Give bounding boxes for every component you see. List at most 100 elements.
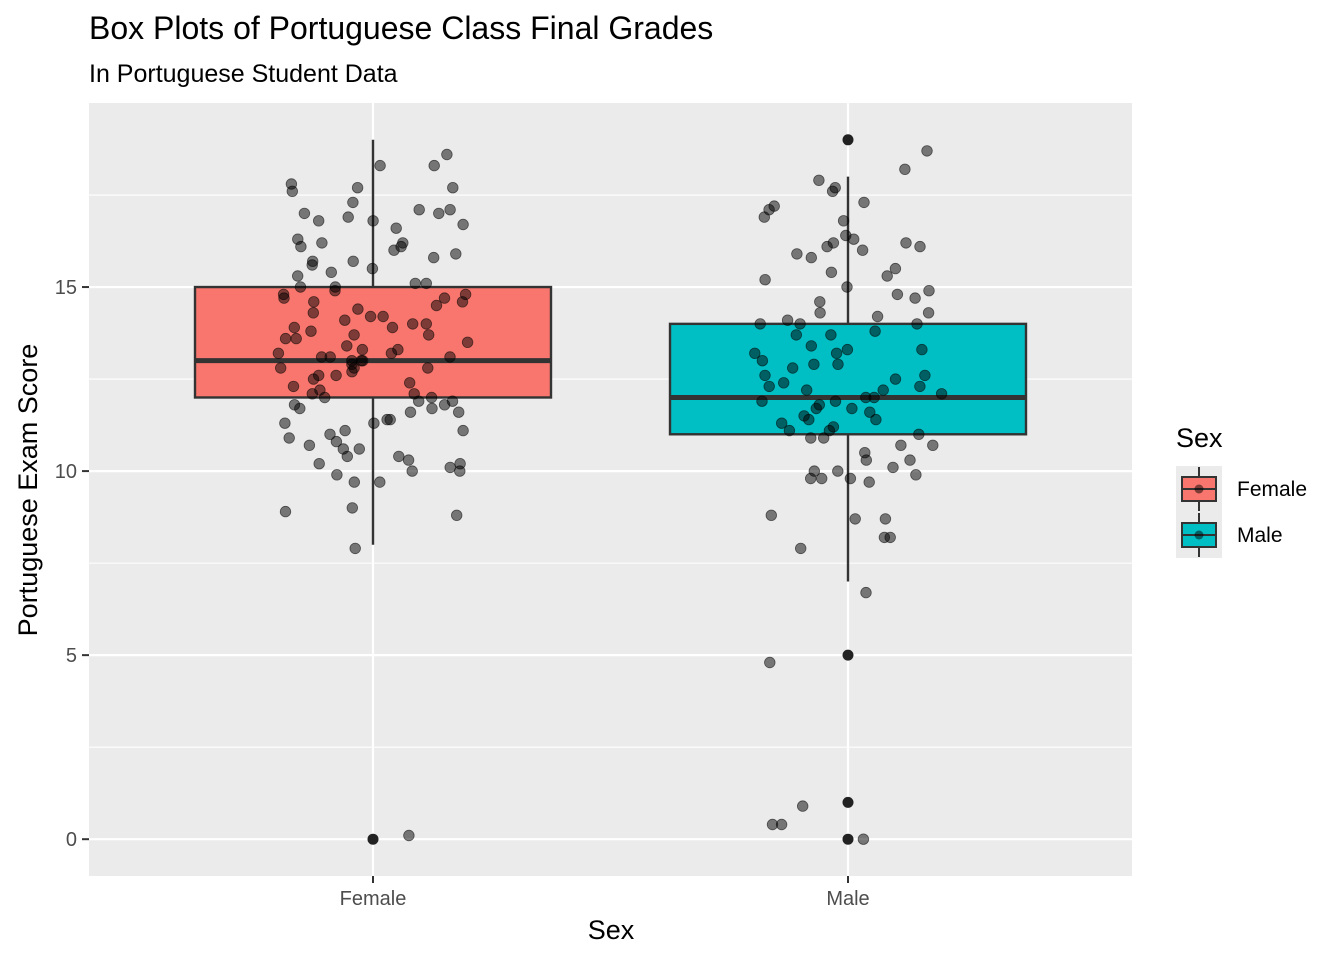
jitter-point	[420, 318, 433, 330]
jitter-point	[889, 373, 902, 385]
jitter-female	[272, 148, 474, 842]
jitter-point	[441, 148, 453, 161]
jitter-point	[286, 185, 299, 198]
jitter-point	[352, 303, 364, 315]
jitter-point	[451, 509, 463, 522]
jitter-point	[346, 366, 358, 378]
jitter-point	[426, 402, 438, 415]
jitter-point	[341, 340, 353, 352]
jitter-point	[283, 432, 295, 444]
jitter-point	[368, 417, 380, 429]
jitter-point	[884, 531, 896, 544]
jitter-point	[292, 233, 304, 245]
jitter-point	[763, 380, 775, 393]
jitter-point	[889, 262, 902, 275]
jitter-point	[849, 513, 861, 525]
jitter-point	[306, 259, 318, 271]
jitter-point	[765, 509, 778, 522]
legend-key-female	[1176, 466, 1222, 512]
jitter-point	[805, 432, 817, 444]
jitter-point	[797, 800, 809, 812]
jitter-point	[413, 203, 425, 216]
x-tick-label: Female	[340, 888, 407, 910]
jitter-point	[409, 277, 422, 290]
jitter-point	[292, 270, 304, 282]
jitter-point	[857, 833, 870, 845]
jitter-point	[775, 818, 788, 831]
x-tick-label: Male	[826, 888, 869, 910]
jitter-point	[803, 413, 815, 426]
jitter-point	[841, 281, 853, 293]
jitter-point	[910, 469, 922, 481]
jitter-point	[388, 244, 400, 256]
jitter-point	[935, 388, 948, 400]
jitter-point	[829, 181, 841, 194]
jitter-point	[927, 439, 939, 452]
legend: Sex Female Male	[1176, 423, 1307, 558]
jitter-point	[781, 314, 794, 326]
jitter-point	[900, 237, 912, 249]
jitter-point	[923, 285, 935, 297]
jitter-point	[366, 262, 379, 275]
jitter-point	[290, 332, 302, 345]
jitter-point	[294, 402, 306, 415]
outlier-point	[842, 833, 854, 845]
jitter-point	[837, 215, 850, 227]
jitter-point	[891, 288, 904, 301]
outlier-point	[367, 833, 379, 845]
jitter-point	[420, 277, 433, 290]
jitter-point	[349, 542, 361, 555]
jitter-point	[348, 329, 360, 341]
jitter-point	[846, 402, 858, 415]
jitter-point	[313, 458, 325, 470]
jitter-point	[868, 391, 880, 404]
jitter-point	[348, 476, 361, 488]
jitter-point	[402, 454, 415, 466]
jitter-point	[315, 351, 328, 363]
jitter-point	[871, 310, 884, 323]
box-male	[668, 134, 1028, 845]
jitter-point	[808, 358, 820, 371]
jitter-point	[881, 270, 893, 282]
jitter-point	[444, 203, 456, 216]
legend-label: Female	[1237, 478, 1307, 501]
jitter-point	[377, 310, 389, 323]
jitter-point	[921, 145, 933, 157]
jitter-point	[444, 461, 456, 474]
jitter-point	[790, 329, 803, 341]
jitter-point	[461, 336, 474, 349]
y-tick-label: 0	[66, 829, 77, 851]
jitter-point	[863, 476, 875, 488]
jitter-point	[390, 222, 402, 234]
jitter-point	[374, 159, 386, 172]
jitter-point	[814, 307, 826, 319]
jitter-point	[393, 450, 405, 463]
jitter-point	[887, 461, 899, 474]
outlier-point	[842, 134, 854, 146]
jitter-point	[909, 292, 921, 304]
jitter-point	[911, 318, 923, 330]
jitter-point	[406, 465, 418, 477]
jitter-point	[450, 248, 462, 260]
jitter-point	[840, 229, 852, 242]
jitter-point	[913, 428, 925, 441]
jitter-point	[823, 424, 836, 437]
legend-label: Male	[1237, 524, 1283, 547]
jitter-point	[331, 469, 343, 481]
outlier-point	[842, 649, 854, 661]
jitter-point	[787, 362, 799, 374]
legend-key-male	[1176, 512, 1222, 558]
jitter-point	[756, 395, 768, 407]
jitter-point	[347, 196, 359, 209]
plot-background	[89, 103, 1132, 876]
jitter-point	[832, 465, 844, 477]
jitter-point	[759, 369, 771, 382]
jitter-point	[339, 314, 351, 326]
jitter-point	[756, 355, 769, 367]
jitter-point	[413, 395, 425, 407]
jitter-point	[841, 343, 854, 356]
jitter-point	[919, 369, 931, 382]
jitter-point	[814, 296, 826, 308]
